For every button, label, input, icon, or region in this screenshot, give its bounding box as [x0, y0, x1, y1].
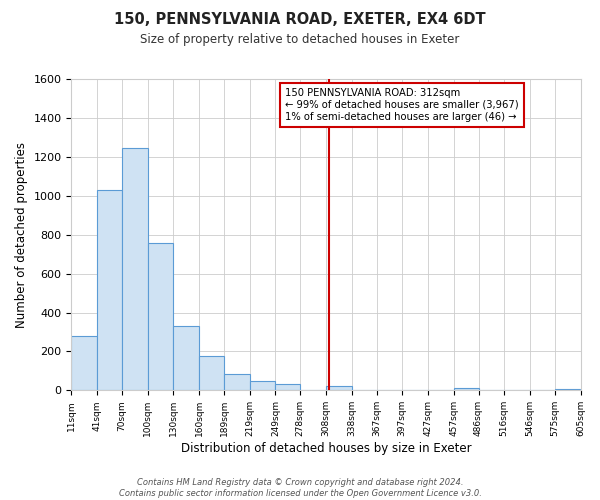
Bar — [97, 190, 122, 390]
Bar — [122, 148, 148, 390]
Bar — [454, 388, 479, 390]
X-axis label: Distribution of detached houses by size in Exeter: Distribution of detached houses by size … — [181, 442, 471, 455]
Bar — [250, 380, 275, 390]
Bar — [71, 336, 97, 390]
Bar — [275, 384, 300, 390]
Y-axis label: Number of detached properties: Number of detached properties — [15, 142, 28, 328]
Text: 150 PENNSYLVANIA ROAD: 312sqm
← 99% of detached houses are smaller (3,967)
1% of: 150 PENNSYLVANIA ROAD: 312sqm ← 99% of d… — [285, 88, 519, 122]
Bar — [326, 386, 352, 390]
Text: Size of property relative to detached houses in Exeter: Size of property relative to detached ho… — [140, 32, 460, 46]
Text: 150, PENNSYLVANIA ROAD, EXETER, EX4 6DT: 150, PENNSYLVANIA ROAD, EXETER, EX4 6DT — [114, 12, 486, 28]
Text: Contains HM Land Registry data © Crown copyright and database right 2024.
Contai: Contains HM Land Registry data © Crown c… — [119, 478, 481, 498]
Bar — [224, 374, 250, 390]
Bar — [148, 244, 173, 390]
Bar — [173, 326, 199, 390]
Bar — [199, 356, 224, 390]
